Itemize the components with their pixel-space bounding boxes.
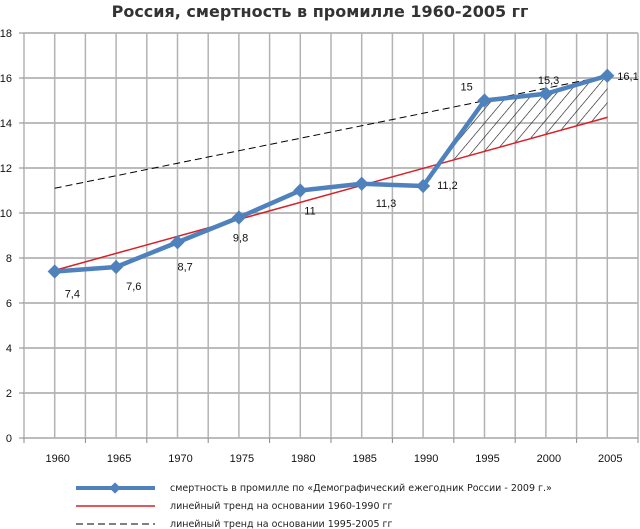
legend: смертность в промилле по «Демографически… — [76, 482, 552, 529]
x-tick-label: 2000 — [537, 453, 561, 465]
x-tick-label: 1985 — [352, 453, 376, 465]
diamond-marker-icon — [293, 183, 308, 198]
grid — [23, 32, 639, 439]
chart-title: Россия, смертность в промилле 1960-2005 … — [112, 2, 529, 21]
y-tick-label: 6 — [6, 298, 12, 310]
data-label: 7,6 — [126, 281, 141, 293]
y-axis: 0 2 4 6 8 10 12 14 16 18 — [0, 28, 24, 445]
data-label: 7,4 — [65, 289, 80, 301]
diamond-marker-icon — [231, 210, 246, 225]
x-tick-label: 1995 — [475, 453, 499, 465]
diamond-marker-icon — [477, 93, 492, 108]
diamond-marker-icon — [538, 86, 553, 101]
y-tick-label: 10 — [0, 208, 12, 220]
x-tick-label: 1975 — [230, 453, 254, 465]
mortality-line — [54, 73, 608, 274]
diamond-marker-icon — [109, 482, 121, 494]
legend-label: линейный тренд на основании 1995-2005 гг — [170, 519, 393, 529]
data-label: 8,7 — [178, 261, 193, 273]
diamond-marker-icon — [109, 259, 124, 275]
x-tick-label: 1980 — [291, 453, 315, 465]
data-label: 15,3 — [538, 75, 559, 87]
plot-series — [47, 68, 615, 279]
y-tick-label: 8 — [6, 253, 12, 265]
diamond-marker-icon — [47, 264, 62, 279]
data-label: 16,1 — [617, 71, 638, 83]
diamond-marker-icon — [170, 235, 185, 250]
data-label: 15 — [461, 82, 473, 94]
x-tick-label: 2005 — [598, 453, 622, 465]
y-tick-label: 0 — [6, 433, 12, 445]
diamond-marker-icon — [600, 68, 615, 83]
x-tick-label: 1990 — [414, 453, 438, 465]
data-labels: 7,4 7,6 8,7 9,8 11 11,3 11,2 15 15,3 16,1 — [65, 71, 639, 301]
data-label: 11 — [304, 206, 315, 218]
trend-1995-2005-line — [54, 75, 608, 189]
x-tick-label: 1970 — [168, 453, 192, 465]
legend-item-mortality: смертность в промилле по «Демографически… — [76, 482, 552, 494]
diamond-marker-icon — [354, 176, 369, 191]
legend-label: смертность в промилле по «Демографически… — [170, 483, 552, 494]
legend-item-trend-1960-1990: линейный тренд на основании 1960-1990 гг — [76, 501, 393, 512]
trend-1960-1990-line — [54, 116, 608, 272]
legend-item-trend-1995-2005: линейный тренд на основании 1995-2005 гг — [76, 519, 393, 529]
y-tick-label: 18 — [0, 28, 12, 40]
y-tick-label: 16 — [0, 73, 12, 85]
y-tick-label: 4 — [6, 343, 12, 355]
data-label: 11,3 — [376, 198, 397, 210]
y-tick-label: 2 — [6, 388, 12, 400]
hatched-gap-area — [439, 75, 608, 164]
y-tick-label: 14 — [0, 118, 12, 130]
data-label: 9,8 — [233, 233, 248, 245]
x-axis: 1960 1965 1970 1975 1980 1985 1990 1995 2000 2005 — [23, 438, 639, 465]
x-tick-label: 1960 — [45, 453, 69, 465]
y-tick-label: 12 — [0, 163, 12, 175]
data-label: 11,2 — [437, 180, 458, 192]
legend-label: линейный тренд на основании 1960-1990 гг — [170, 501, 393, 512]
diamond-marker-icon — [416, 178, 431, 194]
x-tick-label: 1965 — [107, 453, 131, 465]
